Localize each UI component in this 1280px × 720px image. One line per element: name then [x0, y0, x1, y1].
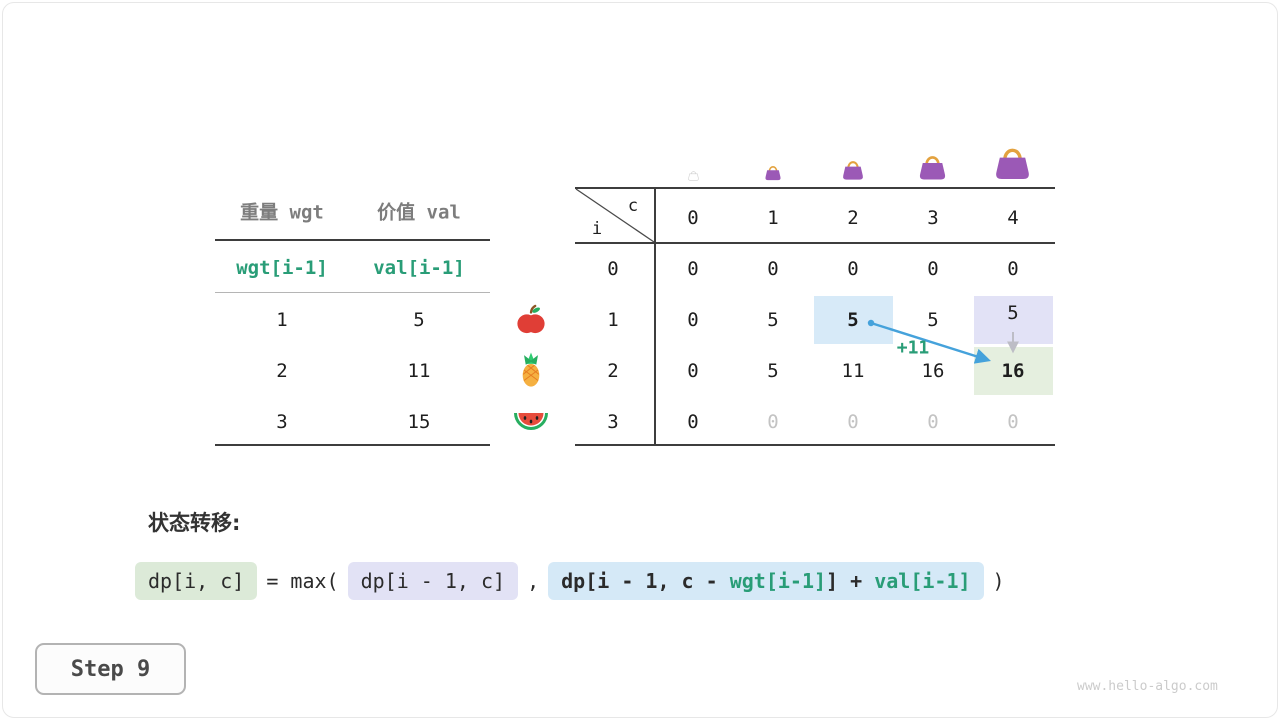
- step-badge: Step 9: [35, 643, 186, 695]
- dp-col-header: 4: [1007, 207, 1019, 229]
- dp-cell: 0: [1007, 411, 1019, 433]
- dp-cell: 0: [927, 258, 939, 280]
- item-weight: 2: [276, 360, 288, 382]
- dp-cell: 0: [927, 411, 939, 433]
- divider: [575, 444, 1055, 446]
- bag-icon-capacity-0: [688, 171, 699, 181]
- dp-cell: 16: [921, 360, 945, 382]
- dp-row-header: 0: [607, 258, 619, 280]
- divider: [575, 187, 1055, 189]
- formula-arg2-part1: dp[i - 1, c -: [561, 569, 730, 593]
- divider: [215, 292, 490, 293]
- dp-cell: 0: [1007, 258, 1019, 280]
- dp-corner-col-var: c: [627, 196, 639, 216]
- pineapple-icon: [522, 352, 540, 387]
- formula-equals-max: = max(: [266, 569, 339, 593]
- items-col-header-weight: 重量 wgt: [240, 201, 324, 224]
- item-weight: 3: [276, 411, 288, 433]
- bag-icon-capacity-1: [765, 166, 781, 181]
- dp-cell: 0: [847, 258, 859, 280]
- divider: [654, 187, 656, 446]
- corner-diagonal-line: [575, 188, 655, 243]
- dp-cell-above: 5: [1007, 302, 1019, 324]
- dp-row-header: 3: [607, 411, 619, 433]
- transition-label: 状态转移:: [148, 511, 241, 535]
- formula-close-paren: ): [992, 569, 1005, 593]
- dp-col-header: 1: [767, 207, 779, 229]
- dp-cell: 0: [687, 309, 699, 331]
- watermelon-icon: [514, 413, 548, 430]
- dp-cell-source: 5: [847, 309, 859, 331]
- dp-cell: 0: [767, 258, 779, 280]
- dp-cell: 0: [847, 411, 859, 433]
- step-badge-label: Step 9: [70, 656, 151, 682]
- formula-arg2-val: val[i-1]: [874, 569, 971, 593]
- item-value: 15: [407, 411, 431, 433]
- dp-cell: 0: [687, 411, 699, 433]
- formula-lhs-chip: dp[i, c]: [135, 562, 258, 600]
- divider: [215, 444, 490, 446]
- add-value-annotation: +11: [896, 337, 930, 359]
- dp-col-header: 2: [847, 207, 859, 229]
- bag-icon-capacity-3: [919, 156, 946, 180]
- formula-separator: ,: [527, 569, 540, 593]
- dp-row-header: 2: [607, 360, 619, 382]
- formula-arg2-wgt: wgt[i-1]: [729, 569, 827, 593]
- formula-arg2-part2: ] +: [826, 569, 875, 593]
- formula-arg1-chip: dp[i - 1, c]: [347, 562, 519, 600]
- bag-icon-capacity-2: [843, 161, 863, 180]
- transition-formula: dp[i, c] = max( dp[i - 1, c] , dp[i - 1,…: [135, 562, 1005, 600]
- divider: [215, 239, 490, 241]
- items-formula-val: val[i-1]: [373, 257, 465, 279]
- apple-icon: [517, 304, 545, 334]
- bag-icon-capacity-4: [996, 148, 1029, 180]
- item-value: 5: [413, 309, 425, 331]
- dp-cell: 0: [687, 360, 699, 382]
- dp-cell: 11: [841, 360, 865, 382]
- items-formula-wgt: wgt[i-1]: [236, 257, 328, 279]
- dp-cell: 5: [767, 360, 779, 382]
- items-col-header-value: 价值 val: [377, 201, 461, 224]
- formula-arg2-chip: dp[i - 1, c - wgt[i-1]] + val[i-1]: [548, 562, 984, 600]
- dp-col-header: 3: [927, 207, 939, 229]
- dp-col-header: 0: [687, 207, 699, 229]
- dp-cell: 0: [767, 411, 779, 433]
- dp-cell: 5: [927, 309, 939, 331]
- dp-cell-current: 16: [1001, 360, 1025, 382]
- dp-cell: 0: [687, 258, 699, 280]
- dp-row-header: 1: [607, 309, 619, 331]
- item-value: 11: [407, 360, 431, 382]
- divider: [575, 242, 1055, 244]
- watermark: www.hello-algo.com: [1077, 679, 1218, 694]
- dp-corner-row-var: i: [591, 219, 603, 239]
- dp-cell: 5: [767, 309, 779, 331]
- item-weight: 1: [276, 309, 288, 331]
